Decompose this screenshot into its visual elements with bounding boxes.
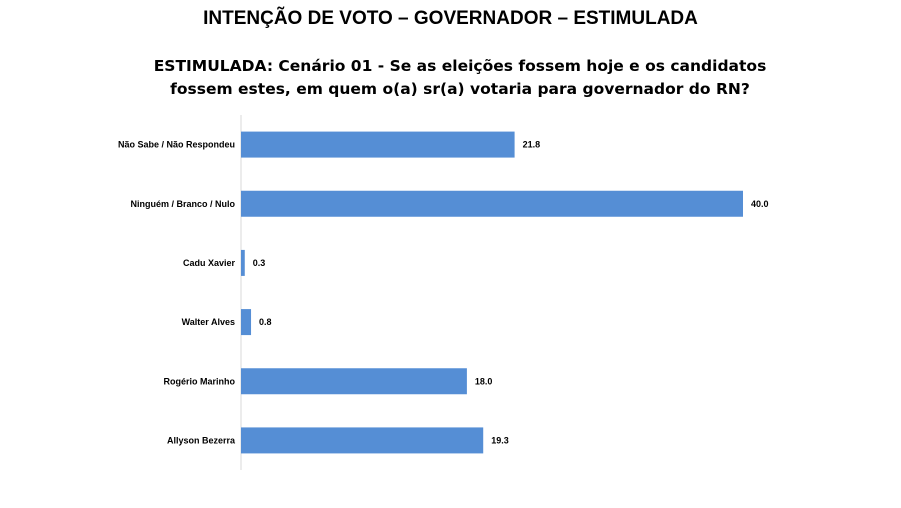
category-label-0: Não Sabe / Não Respondeu xyxy=(118,140,235,150)
category-label-5: Allyson Bezerra xyxy=(167,435,236,445)
category-label-3: Walter Alves xyxy=(182,317,235,327)
page-title: INTENÇÃO DE VOTO – GOVERNADOR – ESTIMULA… xyxy=(203,8,698,29)
value-label-2: 0.3 xyxy=(253,258,266,268)
value-label-0: 21.8 xyxy=(523,140,541,150)
bars-group: Não Sabe / Não Respondeu 21.8 Ninguém / Br… xyxy=(118,131,769,454)
bar-2 xyxy=(241,249,245,276)
subtitle-line-1: ESTIMULADA: Cenário 01 - Se as eleições … xyxy=(153,57,767,75)
value-label-4: 18.0 xyxy=(475,376,493,386)
value-label-5: 19.3 xyxy=(491,435,509,445)
category-label-1: Ninguém / Branco / Nulo xyxy=(130,199,235,209)
category-label-4: Rogério Marinho xyxy=(164,376,236,386)
bar-3 xyxy=(241,309,252,336)
subtitle-line-2: fossem estes, em quem o(a) sr(a) votaria… xyxy=(170,80,750,98)
bar-1 xyxy=(241,190,743,217)
bar-0 xyxy=(241,131,515,158)
value-label-3: 0.8 xyxy=(259,317,272,327)
category-label-2: Cadu Xavier xyxy=(183,258,236,268)
bar-5 xyxy=(241,427,484,454)
bar-4 xyxy=(241,368,467,395)
value-label-1: 40.0 xyxy=(751,199,769,209)
chart-subtitle: ESTIMULADA: Cenário 01 - Se as eleições … xyxy=(150,55,770,101)
